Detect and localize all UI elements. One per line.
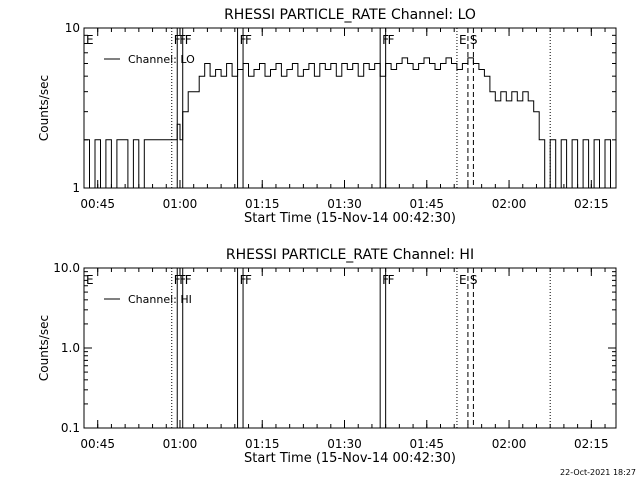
x-tick-label: 02:00 [492,197,527,211]
event-marker-label: F [245,33,252,47]
x-tick-label: 01:30 [327,437,362,451]
legend-label: Channel: LO [128,53,195,66]
chart-title: RHESSI PARTICLE_RATE Channel: HI [226,247,474,263]
event-marker-label: E [459,33,467,47]
x-tick-label: 01:15 [245,437,280,451]
chart-title: RHESSI PARTICLE_RATE Channel: LO [224,7,476,23]
x-tick-label: 02:15 [574,437,609,451]
x-axis-label: Start Time (15-Nov-14 00:42:30) [244,451,456,466]
x-tick-label: 02:15 [574,197,609,211]
x-tick-label: 01:45 [409,197,444,211]
panel-lo: RHESSI PARTICLE_RATE Channel: LO 00:45 01:… [37,7,617,226]
event-marker-label: F [245,273,252,287]
x-axis-label: Start Time (15-Nov-14 00:42:30) [244,211,456,226]
x-tick-label: 01:45 [409,437,444,451]
x-tick-label: 00:45 [80,437,115,451]
y-tick-label: 1 [72,181,80,195]
event-marker-label: F [388,33,395,47]
event-marker-label: F [185,273,192,287]
x-tick-label: 01:00 [163,197,198,211]
series-line [84,57,617,189]
x-tick-label: 00:45 [80,197,115,211]
panel-hi: RHESSI PARTICLE_RATE Channel: HI 00:45 01:… [37,247,617,466]
y-tick-label: 0.1 [61,421,80,435]
event-marker-label: E [86,33,94,47]
x-tick-label: 02:00 [492,437,527,451]
y-tick-label: 10.0 [53,261,80,275]
plot-timestamp: 22-Oct-2021 18:27 [560,468,636,477]
x-tick-label: 01:30 [327,197,362,211]
y-tick-label: 10 [65,21,80,35]
plot-frame [83,267,617,429]
y-axis-label: Counts/sec [37,315,51,381]
event-marker-label: F [185,33,192,47]
event-marker-label: E [86,273,94,287]
legend-label: Channel: HI [128,293,192,306]
x-tick-label: 01:15 [245,197,280,211]
event-marker-label: E [459,273,467,287]
y-tick-label: 1.0 [61,341,80,355]
x-tick-label: 01:00 [163,437,198,451]
y-axis-label: Counts/sec [37,75,51,141]
event-marker-label: F [388,273,395,287]
plot-frame [83,27,617,189]
